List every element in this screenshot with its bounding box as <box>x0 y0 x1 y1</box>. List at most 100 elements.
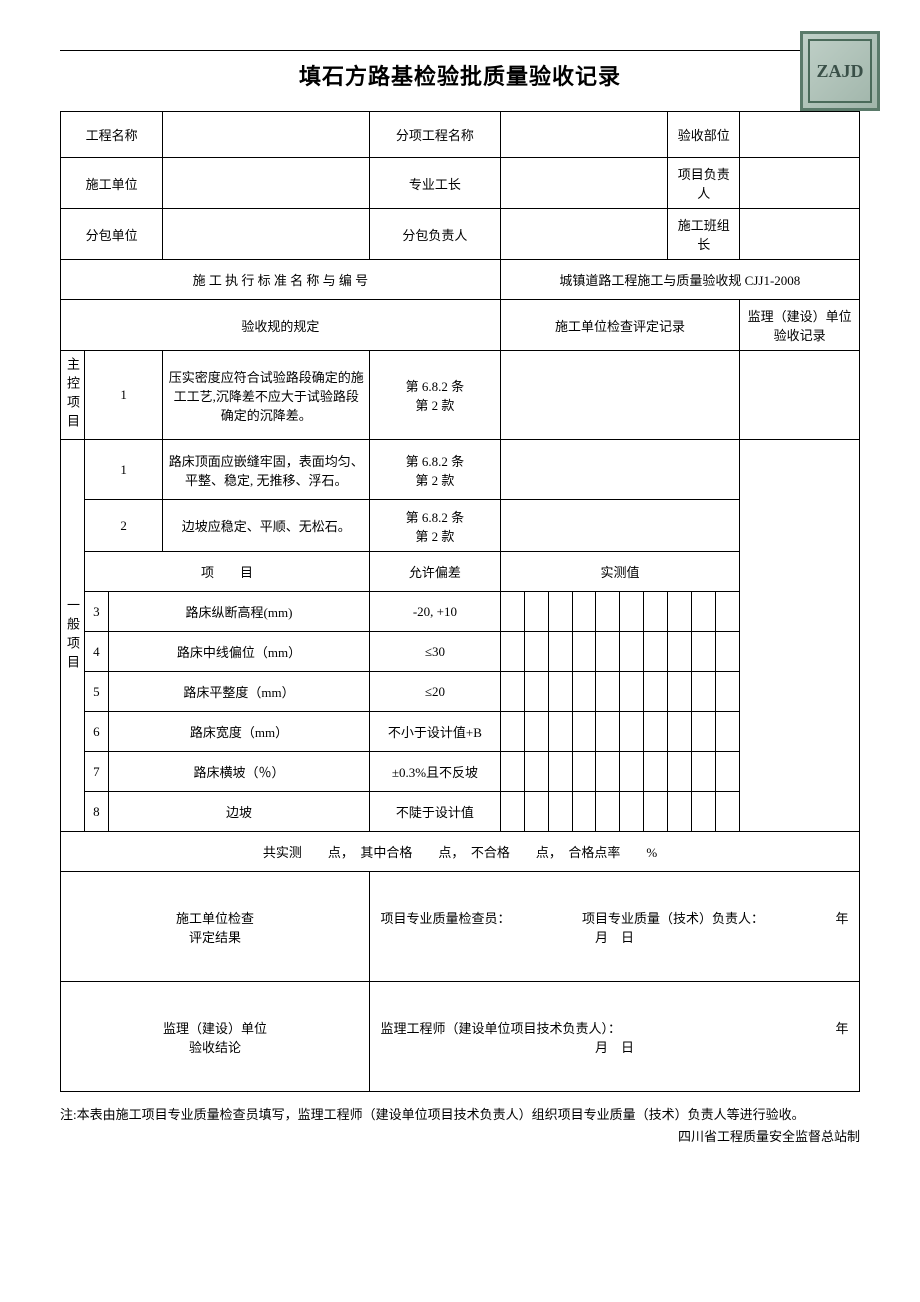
m-8-1[interactable] <box>500 792 524 832</box>
m-3-6[interactable] <box>620 592 644 632</box>
gb-tol-8: 不陡于设计值 <box>370 792 501 832</box>
m-3-8[interactable] <box>668 592 692 632</box>
m-6-5[interactable] <box>596 712 620 752</box>
label-tolerance: 允许偏差 <box>370 552 501 592</box>
gb-num-4: 4 <box>84 632 108 672</box>
m-3-3[interactable] <box>548 592 572 632</box>
gb-tol-3: -20, +10 <box>370 592 501 632</box>
gb-tol-5: ≤20 <box>370 672 501 712</box>
m-7-4[interactable] <box>572 752 596 792</box>
m-3-7[interactable] <box>644 592 668 632</box>
label-main-control: 主控项目 <box>61 351 85 440</box>
field-construction-sig[interactable]: 项目专业质量检查员： 项目专业质量（技术）负责人： 年 月 日 <box>370 872 860 982</box>
m-5-4[interactable] <box>572 672 596 712</box>
field-sub-project[interactable] <box>500 112 668 158</box>
m-7-2[interactable] <box>524 752 548 792</box>
stamp-seal: ZAJD <box>800 31 880 111</box>
m-3-2[interactable] <box>524 592 548 632</box>
label-sub-leader: 分包负责人 <box>370 209 501 260</box>
m-4-6[interactable] <box>620 632 644 672</box>
m-5-1[interactable] <box>500 672 524 712</box>
m-8-9[interactable] <box>692 792 716 832</box>
g-record-1[interactable] <box>500 440 739 500</box>
m-4-8[interactable] <box>668 632 692 672</box>
m-4-5[interactable] <box>596 632 620 672</box>
m-7-5[interactable] <box>596 752 620 792</box>
m-5-2[interactable] <box>524 672 548 712</box>
m-7-6[interactable] <box>620 752 644 792</box>
label-team-leader: 施工班组长 <box>668 209 740 260</box>
mc-sup-1[interactable] <box>740 351 860 440</box>
m-7-3[interactable] <box>548 752 572 792</box>
field-construction-unit[interactable] <box>163 158 370 209</box>
gb-tol-7: ±0.3%且不反坡 <box>370 752 501 792</box>
label-construction-unit: 施工单位 <box>61 158 163 209</box>
m-7-7[interactable] <box>644 752 668 792</box>
field-project-leader[interactable] <box>740 158 860 209</box>
m-6-9[interactable] <box>692 712 716 752</box>
m-8-7[interactable] <box>644 792 668 832</box>
m-6-10[interactable] <box>716 712 740 752</box>
mc-record-1[interactable] <box>500 351 739 440</box>
footer-note: 注:本表由施工项目专业质量检查员填写，监理工程师（建设单位项目技术负责人）组织项… <box>60 1107 805 1122</box>
label-inspection-record: 施工单位检查评定记录 <box>500 300 739 351</box>
m-7-9[interactable] <box>692 752 716 792</box>
g-record-2[interactable] <box>500 500 739 552</box>
label-supervisor-record: 监理（建设）单位验收记录 <box>740 300 860 351</box>
field-acceptance-part[interactable] <box>740 112 860 158</box>
gb-num-6: 6 <box>84 712 108 752</box>
m-6-8[interactable] <box>668 712 692 752</box>
m-3-10[interactable] <box>716 592 740 632</box>
field-supervisor-sig[interactable]: 监理工程师（建设单位项目技术负责人）： 年 月 日 <box>370 982 860 1092</box>
g-desc-1: 路床顶面应嵌缝牢固，表面均匀、平整、稳定, 无推移、浮石。 <box>163 440 370 500</box>
m-8-4[interactable] <box>572 792 596 832</box>
m-4-3[interactable] <box>548 632 572 672</box>
m-4-2[interactable] <box>524 632 548 672</box>
g-num-1: 1 <box>84 440 162 500</box>
m-7-8[interactable] <box>668 752 692 792</box>
gb-num-7: 7 <box>84 752 108 792</box>
m-6-4[interactable] <box>572 712 596 752</box>
m-4-4[interactable] <box>572 632 596 672</box>
m-6-6[interactable] <box>620 712 644 752</box>
m-3-9[interactable] <box>692 592 716 632</box>
m-5-6[interactable] <box>620 672 644 712</box>
m-4-10[interactable] <box>716 632 740 672</box>
gb-num-8: 8 <box>84 792 108 832</box>
g-sup[interactable] <box>740 440 860 832</box>
gb-desc-4: 路床中线偏位（mm） <box>108 632 369 672</box>
label-project-leader: 项目负责人 <box>668 158 740 209</box>
m-6-1[interactable] <box>500 712 524 752</box>
gb-desc-5: 路床平整度（mm） <box>108 672 369 712</box>
m-8-10[interactable] <box>716 792 740 832</box>
footer-source: 四川省工程质量安全监督总站制 <box>678 1126 860 1148</box>
m-5-7[interactable] <box>644 672 668 712</box>
m-8-8[interactable] <box>668 792 692 832</box>
m-7-10[interactable] <box>716 752 740 792</box>
field-project-name[interactable] <box>163 112 370 158</box>
field-sub-leader[interactable] <box>500 209 668 260</box>
m-8-5[interactable] <box>596 792 620 832</box>
mc-ref-1: 第 6.8.2 条 第 2 款 <box>370 351 501 440</box>
m-5-8[interactable] <box>668 672 692 712</box>
m-6-3[interactable] <box>548 712 572 752</box>
m-5-10[interactable] <box>716 672 740 712</box>
m-5-5[interactable] <box>596 672 620 712</box>
m-6-2[interactable] <box>524 712 548 752</box>
m-5-9[interactable] <box>692 672 716 712</box>
m-4-1[interactable] <box>500 632 524 672</box>
m-6-7[interactable] <box>644 712 668 752</box>
m-4-7[interactable] <box>644 632 668 672</box>
m-3-4[interactable] <box>572 592 596 632</box>
m-8-6[interactable] <box>620 792 644 832</box>
m-4-9[interactable] <box>692 632 716 672</box>
field-foreman[interactable] <box>500 158 668 209</box>
m-8-3[interactable] <box>548 792 572 832</box>
m-8-2[interactable] <box>524 792 548 832</box>
m-3-5[interactable] <box>596 592 620 632</box>
m-7-1[interactable] <box>500 752 524 792</box>
m-5-3[interactable] <box>548 672 572 712</box>
field-team-leader[interactable] <box>740 209 860 260</box>
m-3-1[interactable] <box>500 592 524 632</box>
field-subcontractor[interactable] <box>163 209 370 260</box>
